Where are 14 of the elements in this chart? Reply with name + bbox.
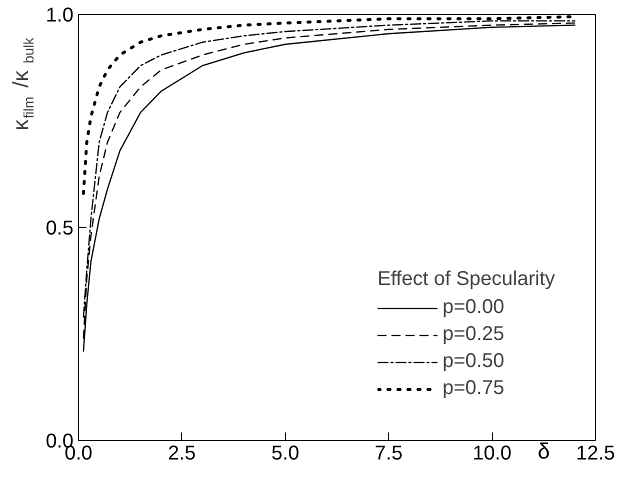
y-tick-label: 0.5	[46, 218, 74, 240]
legend-label: p=0.75	[442, 377, 504, 400]
legend-title: Effect of Specularity	[378, 268, 555, 291]
x-axis-title: δ	[538, 438, 550, 464]
x-tick-label: 5.0	[271, 442, 300, 464]
legend-label: p=0.25	[442, 323, 504, 346]
x-tick-label: 10.0	[472, 442, 512, 464]
y-tick-label: 1.0	[46, 4, 74, 26]
x-tick-label: 2.5	[168, 442, 196, 464]
y-axis-title: κfilm/κbulk	[8, 36, 36, 130]
legend-label: p=0.00	[442, 296, 504, 319]
legend-label: p=0.50	[442, 350, 504, 373]
x-tick-label: 7.5	[374, 442, 403, 464]
x-tick-label: 12.5	[576, 442, 615, 464]
